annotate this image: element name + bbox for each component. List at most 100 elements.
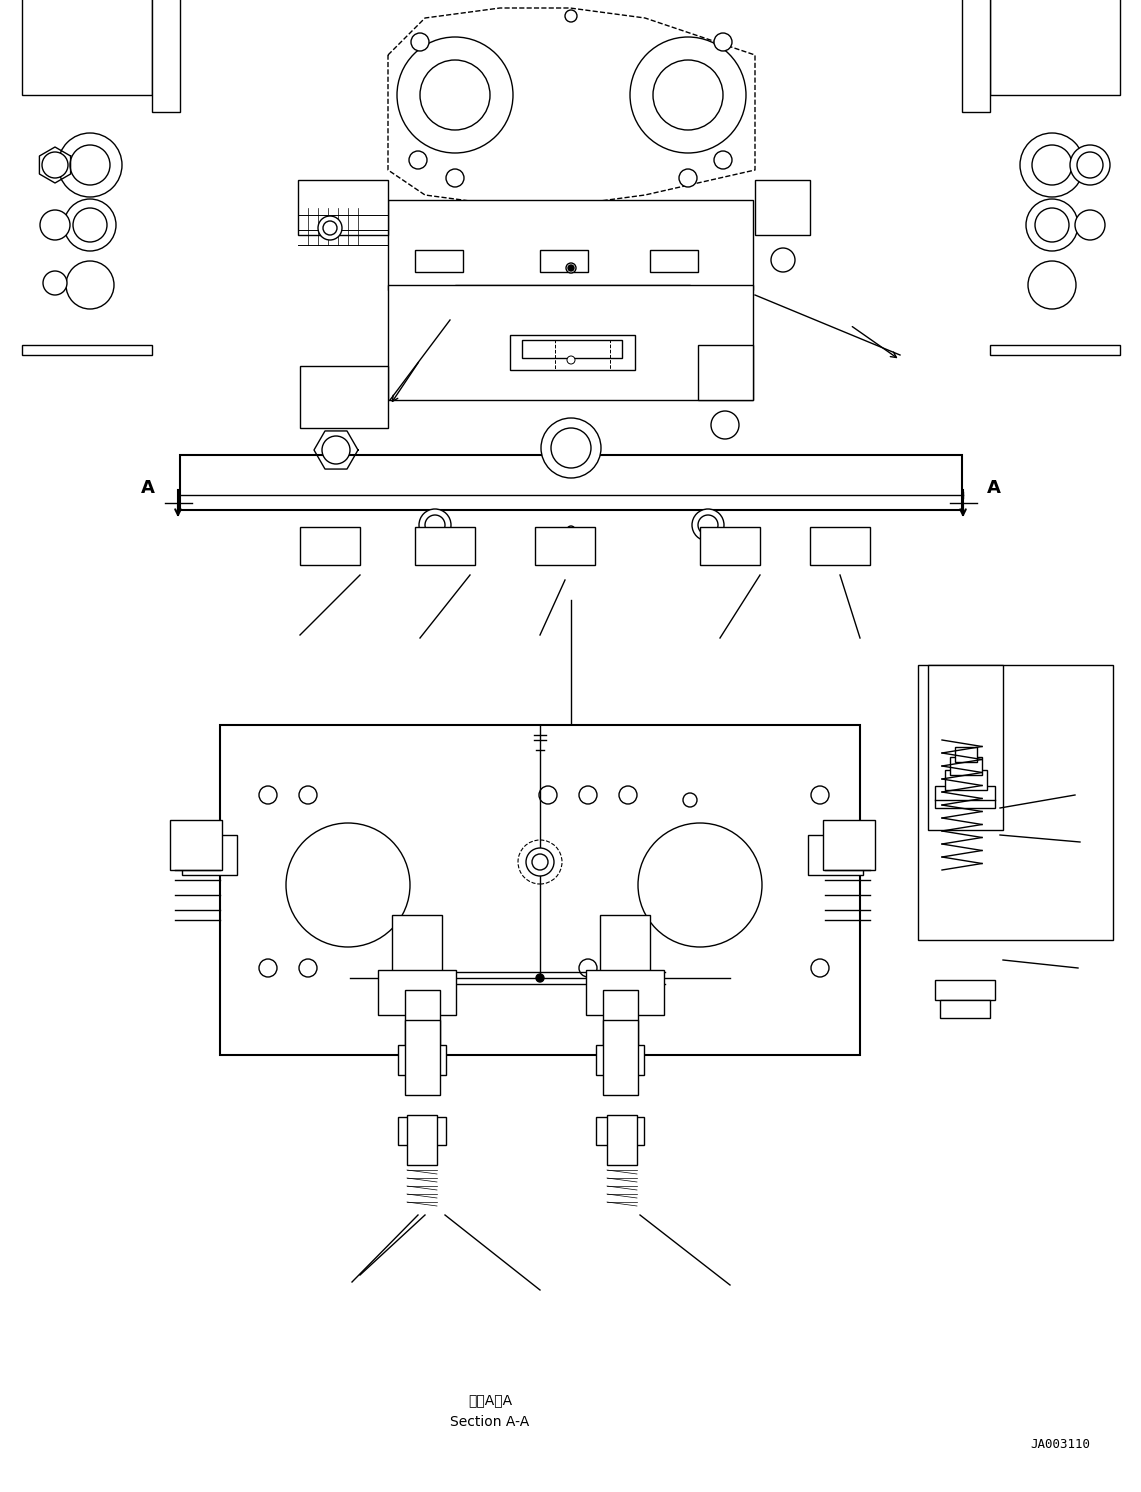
Text: 断面A－A: 断面A－A	[468, 1394, 512, 1407]
Circle shape	[568, 266, 574, 272]
Circle shape	[322, 436, 350, 464]
Bar	[405, 1021, 440, 1095]
Circle shape	[1026, 198, 1078, 251]
Circle shape	[683, 794, 697, 807]
Bar	[298, 181, 388, 236]
Bar	[22, 0, 152, 95]
Circle shape	[565, 10, 577, 22]
Bar	[934, 980, 995, 1000]
Bar	[699, 527, 760, 565]
Text: JA003110: JA003110	[1030, 1438, 1090, 1452]
Circle shape	[259, 786, 277, 804]
Circle shape	[408, 151, 427, 169]
Bar	[602, 1021, 638, 1095]
Bar	[600, 915, 650, 1000]
Bar	[810, 527, 869, 565]
Circle shape	[691, 509, 725, 542]
Bar	[521, 340, 622, 358]
Bar	[607, 1115, 637, 1165]
Circle shape	[286, 824, 410, 947]
Circle shape	[567, 527, 575, 534]
Bar	[602, 991, 638, 1055]
Bar	[596, 1044, 644, 1076]
Circle shape	[711, 410, 739, 439]
Bar	[398, 1044, 446, 1076]
Circle shape	[58, 133, 122, 197]
Circle shape	[541, 418, 601, 477]
Bar	[950, 756, 982, 774]
Bar	[535, 527, 594, 565]
Circle shape	[259, 959, 277, 977]
Bar	[407, 1115, 437, 1165]
Circle shape	[539, 786, 557, 804]
Bar	[990, 345, 1120, 355]
Bar	[934, 786, 995, 809]
Circle shape	[446, 169, 464, 186]
Circle shape	[566, 263, 576, 273]
Circle shape	[323, 221, 337, 236]
Bar	[919, 665, 1112, 940]
Text: A: A	[987, 479, 1001, 497]
Bar	[940, 1000, 990, 1018]
Circle shape	[630, 37, 746, 154]
Bar	[22, 345, 152, 355]
Circle shape	[299, 959, 317, 977]
Circle shape	[299, 786, 317, 804]
Bar	[650, 251, 698, 272]
Circle shape	[811, 786, 830, 804]
Bar	[586, 970, 664, 1015]
Circle shape	[42, 152, 68, 178]
Bar	[180, 455, 962, 510]
Bar	[415, 251, 463, 272]
Circle shape	[679, 169, 697, 186]
Circle shape	[1020, 133, 1084, 197]
Bar	[398, 1118, 446, 1144]
Circle shape	[638, 824, 762, 947]
Bar	[823, 821, 875, 870]
Bar	[152, 0, 180, 112]
Bar	[415, 527, 475, 565]
Circle shape	[318, 216, 342, 240]
Circle shape	[1028, 261, 1076, 309]
Circle shape	[64, 198, 116, 251]
Circle shape	[526, 847, 555, 876]
Bar	[962, 0, 990, 112]
Text: A: A	[141, 479, 155, 497]
Bar	[540, 251, 588, 272]
Bar	[596, 1118, 644, 1144]
Bar	[455, 285, 690, 340]
Bar	[393, 915, 442, 1000]
Bar	[405, 991, 440, 1055]
Circle shape	[411, 33, 429, 51]
Circle shape	[536, 974, 544, 982]
Bar	[170, 821, 222, 870]
Bar	[388, 200, 753, 289]
Circle shape	[419, 509, 451, 542]
Circle shape	[714, 151, 733, 169]
Circle shape	[567, 357, 575, 364]
Circle shape	[397, 37, 513, 154]
Circle shape	[1075, 210, 1104, 240]
Circle shape	[66, 261, 114, 309]
Circle shape	[771, 248, 795, 272]
Text: Section A-A: Section A-A	[451, 1414, 529, 1429]
Bar	[300, 366, 388, 428]
Bar	[183, 836, 237, 874]
Circle shape	[578, 786, 597, 804]
Bar	[698, 345, 753, 400]
Bar	[510, 294, 610, 322]
Circle shape	[714, 33, 733, 51]
Bar	[378, 970, 456, 1015]
Circle shape	[811, 959, 830, 977]
Circle shape	[43, 272, 67, 295]
Bar	[388, 285, 753, 400]
Bar	[945, 770, 987, 789]
Circle shape	[620, 959, 637, 977]
Bar	[300, 527, 361, 565]
Bar	[990, 0, 1120, 95]
Bar	[555, 340, 610, 370]
Bar	[955, 747, 977, 762]
Bar	[220, 725, 860, 1055]
Circle shape	[1070, 145, 1110, 185]
Circle shape	[40, 210, 70, 240]
